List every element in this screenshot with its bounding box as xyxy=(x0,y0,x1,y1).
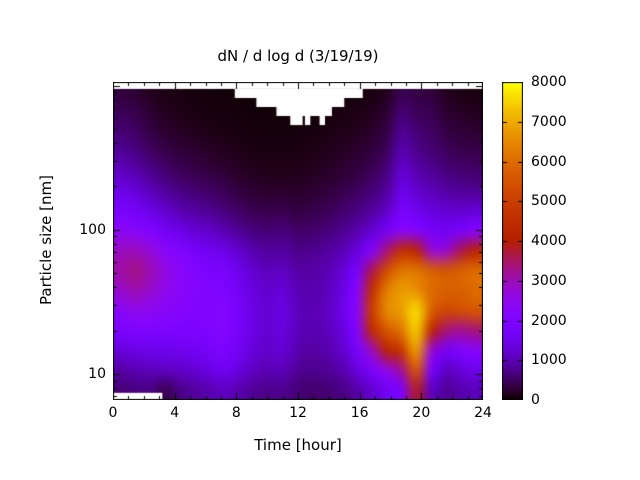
x-tick-label: 8 xyxy=(231,405,241,421)
colorbar-tick-label: 0 xyxy=(531,392,540,408)
x-tick-label: 0 xyxy=(108,405,118,421)
x-tick-label: 4 xyxy=(170,405,180,421)
y-axis-label: Particle size [nm] xyxy=(37,175,55,305)
colorbar-tick-label: 8000 xyxy=(531,74,567,90)
plot-area xyxy=(113,82,483,400)
colorbar-tick-label: 1000 xyxy=(531,352,567,369)
colorbar-tick-label: 5000 xyxy=(531,193,567,210)
colorbar-tick-label: 3000 xyxy=(531,272,567,289)
colorbar-tick-label: 7000 xyxy=(531,113,567,130)
heatmap-canvas xyxy=(113,82,483,400)
x-axis-label: Time [hour] xyxy=(254,436,342,454)
plot-title: dN / d log d (3/19/19) xyxy=(217,47,379,65)
colorbar-tick-label: 6000 xyxy=(531,153,567,170)
colorbar-tick-label: 4000 xyxy=(531,233,567,249)
y-tick-label: 10 xyxy=(88,365,106,382)
colorbar xyxy=(502,82,523,400)
y-tick-label: 100 xyxy=(79,221,106,238)
x-tick-label: 16 xyxy=(350,405,369,421)
x-tick-label: 12 xyxy=(289,405,307,421)
colorbar-tick-label: 2000 xyxy=(531,312,567,329)
x-tick-label: 24 xyxy=(474,405,492,421)
x-tick-label: 20 xyxy=(412,405,431,421)
